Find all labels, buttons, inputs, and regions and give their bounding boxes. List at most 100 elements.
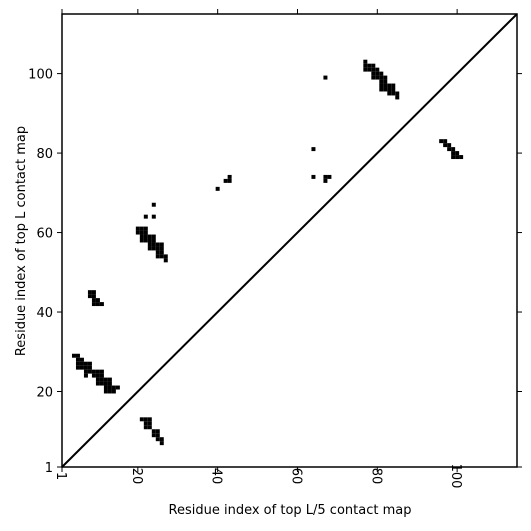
contact-cell: [83, 365, 88, 370]
contact-cell: [391, 91, 396, 96]
contact-cell: [143, 421, 148, 426]
contact-cell: [87, 361, 92, 366]
contact-cell: [383, 83, 388, 88]
contact-cell: [311, 174, 316, 179]
contact-cells: [71, 59, 464, 446]
contact-cell: [387, 87, 392, 92]
contact-cell: [139, 234, 144, 239]
contact-cell: [147, 246, 152, 251]
plot-frame: [61, 13, 518, 468]
contact-cell: [95, 373, 100, 378]
x-tick-label: 80: [368, 468, 383, 485]
contact-cell: [371, 63, 376, 68]
contact-cell: [395, 91, 400, 96]
contact-cell: [379, 87, 384, 92]
contact-cell: [107, 377, 112, 382]
x-axis-label: Residue index of top L/5 contact map: [169, 503, 412, 518]
contact-cell: [363, 67, 368, 72]
contact-cell: [455, 155, 460, 160]
contact-cell: [323, 174, 328, 179]
contact-cell: [151, 242, 156, 247]
contact-cell: [451, 147, 456, 152]
contact-cell: [379, 75, 384, 80]
contact-cell: [107, 381, 112, 386]
contact-cell: [99, 377, 104, 382]
contact-cell: [155, 242, 160, 247]
contact-cell: [391, 83, 396, 88]
contact-cell: [451, 155, 456, 160]
contact-cell: [227, 174, 232, 179]
contact-cell: [395, 95, 400, 100]
contact-cell: [75, 361, 80, 366]
contact-cell: [379, 83, 384, 88]
contact-cell: [159, 437, 164, 442]
contact-cell: [103, 381, 108, 386]
contact-cell: [75, 353, 80, 358]
contact-cell: [215, 186, 220, 191]
contact-cell: [151, 238, 156, 243]
contact-cell: [111, 385, 116, 390]
y-axis-label: Residue index of top L contact map: [14, 126, 29, 356]
contact-cell: [95, 381, 100, 386]
x-axis-ticks: 1 20 40 60 80 100: [53, 9, 463, 488]
contact-cell: [447, 147, 452, 152]
contact-cell: [115, 385, 120, 390]
contact-cell: [103, 389, 108, 394]
contact-cell: [159, 441, 164, 446]
contact-cell: [375, 71, 380, 76]
contact-cell: [327, 174, 332, 179]
contact-cell: [87, 290, 92, 295]
contact-cell: [139, 230, 144, 235]
contact-cell: [135, 226, 140, 231]
contact-cell: [227, 178, 232, 183]
contact-cell: [155, 246, 160, 251]
contact-cell: [71, 353, 76, 358]
contact-cell: [95, 302, 100, 307]
contact-cell: [107, 385, 112, 390]
contact-cell: [159, 254, 164, 259]
contact-cell: [159, 242, 164, 247]
contact-cell: [91, 373, 96, 378]
y-tick-label: 60: [36, 227, 53, 242]
contact-cell: [383, 79, 388, 84]
contact-cell: [371, 75, 376, 80]
contact-cell: [139, 238, 144, 243]
x-tick-label: 60: [288, 468, 303, 485]
contact-cell: [79, 361, 84, 366]
contact-cell: [163, 254, 168, 259]
contact-cell: [95, 377, 100, 382]
contact-cell: [371, 71, 376, 76]
contact-cell: [447, 143, 452, 148]
contact-cell: [367, 63, 372, 68]
contact-cell: [371, 67, 376, 72]
contact-cell: [91, 302, 96, 307]
contact-cell: [387, 91, 392, 96]
contact-cell: [147, 238, 152, 243]
contact-cell: [391, 87, 396, 92]
y-tick-label: 80: [36, 147, 53, 162]
x-tick-label: 1: [53, 472, 68, 480]
contact-cell: [155, 429, 160, 434]
contact-cell: [83, 369, 88, 374]
contact-cell: [143, 425, 148, 430]
x-tick-label: 20: [129, 468, 144, 485]
contact-cell: [135, 230, 140, 235]
contact-cell: [155, 437, 160, 442]
contact-cell: [107, 389, 112, 394]
contact-cell: [143, 230, 148, 235]
contact-cell: [99, 373, 104, 378]
contact-cell: [439, 139, 444, 144]
contact-cell: [75, 357, 80, 362]
contact-cell: [163, 258, 168, 263]
contact-cell: [143, 417, 148, 422]
contact-cell: [87, 365, 92, 370]
contact-cell: [459, 155, 464, 160]
contact-cell: [83, 361, 88, 366]
contact-cell: [91, 294, 96, 299]
contact-cell: [87, 294, 92, 299]
contact-cell: [103, 385, 108, 390]
x-tick-label: 100: [448, 464, 463, 489]
contact-cell: [143, 214, 148, 219]
contact-cell: [387, 83, 392, 88]
